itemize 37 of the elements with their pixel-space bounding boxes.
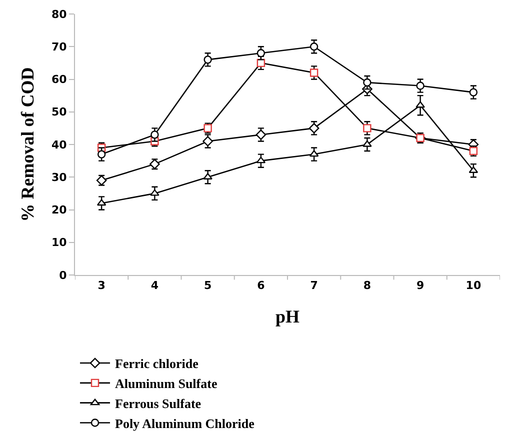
legend-label: Aluminum Sulfate [115,376,218,391]
y-tick-label: 30 [51,170,68,184]
point [256,156,266,164]
point [416,82,424,90]
legend-label: Ferric chloride [115,356,199,372]
point [150,130,159,139]
point [363,78,372,87]
x-axis-title: pH [275,306,300,326]
point [97,150,106,158]
point [362,140,372,147]
x-tick-label: 5 [204,279,212,292]
point [310,42,318,51]
x-tick-label: 10 [466,279,482,292]
x-tick-label: 8 [363,279,372,292]
x-tick-label: 7 [310,279,318,292]
x-tick-label: 6 [257,279,266,292]
x-tick-label: 9 [416,279,424,292]
point [96,199,106,206]
x-tick-label: 4 [150,279,159,292]
y-tick-label: 10 [51,236,68,250]
y-tick-label: 40 [51,138,68,152]
y-tick-label: 0 [59,268,68,282]
point [309,150,319,157]
y-tick-label: 70 [51,40,68,54]
y-tick-label: 80 [51,8,68,21]
y-tick-label: 60 [51,73,68,86]
legend-label: Ferrous Sulfate [115,396,202,411]
y-tick-label: 50 [51,106,68,119]
point [150,189,160,196]
point [416,101,425,108]
point [256,49,266,58]
point [204,56,212,64]
y-axis-title: % Removal of COD [18,67,38,222]
point [469,88,478,96]
legend-label: Poly Aluminum Chloride [115,416,255,431]
y-tick-label: 20 [51,204,68,217]
x-tick-label: 3 [98,279,106,292]
